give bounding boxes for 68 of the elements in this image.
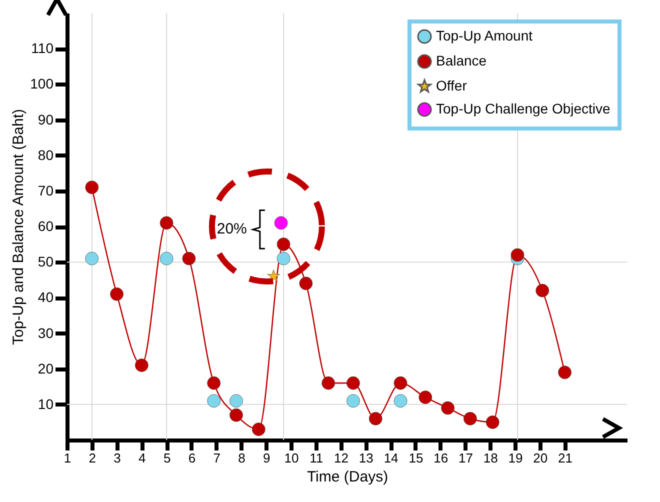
point: [182, 252, 196, 266]
point: [276, 252, 290, 266]
point: [207, 376, 221, 390]
point: [441, 401, 455, 415]
y-axis-title: Top-Up and Balance Amount (Baht): [10, 109, 28, 345]
x-tick-label: 18: [483, 450, 498, 466]
point: [110, 287, 124, 301]
point: [230, 408, 243, 422]
point: [322, 376, 336, 390]
point: [207, 394, 221, 408]
point: [394, 376, 408, 390]
point: [160, 216, 174, 230]
x-tick-label: 8: [238, 450, 246, 466]
point: [276, 238, 290, 251]
x-tick-label: 20: [533, 450, 548, 466]
x-tick-label: 7: [213, 450, 220, 466]
y-tick-label: 70: [38, 182, 54, 198]
y-tick-label: 30: [38, 324, 54, 341]
point: [558, 366, 572, 380]
point: [510, 248, 524, 262]
y-tick-label: 20: [38, 360, 54, 376]
x-tick-label: 4: [138, 450, 146, 466]
point: [274, 216, 288, 230]
legend-label: Offer: [436, 78, 468, 94]
point: [418, 390, 432, 404]
point: [85, 180, 99, 194]
point: [134, 358, 148, 372]
x-tick-label: 17: [458, 450, 473, 466]
x-tick-label: 12: [334, 450, 349, 466]
point: [368, 412, 382, 426]
point: [230, 394, 243, 408]
y-tick-label: 100: [30, 76, 54, 92]
x-axis-title: Time (Days): [306, 468, 388, 486]
x-tick-label: 10: [284, 450, 299, 466]
x-tick-label: 13: [358, 450, 374, 466]
x-tick-label: 1: [64, 450, 72, 466]
y-tick-label: 80: [38, 146, 54, 163]
point: [252, 422, 266, 436]
point: [463, 412, 477, 426]
y-tick-label: 110: [31, 40, 54, 56]
point: [346, 394, 360, 408]
point: [536, 284, 550, 298]
x-tick-label: 21: [558, 450, 573, 466]
x-tick-label: 11: [310, 450, 324, 466]
x-tick-label: 3: [114, 450, 121, 466]
point: [486, 416, 500, 429]
y-tick-label: 40: [38, 289, 54, 306]
x-tick-label: 19: [508, 450, 523, 466]
y-tick-label: 90: [38, 111, 54, 128]
x-tick-label: 14: [384, 450, 398, 466]
point: [346, 376, 360, 390]
x-tick-label: 2: [88, 450, 96, 466]
y-tick-label: 50: [38, 254, 54, 270]
point: [85, 252, 99, 266]
x-tick-label: 5: [163, 450, 171, 466]
legend-label: Top-Up Amount: [436, 28, 533, 44]
x-tick-label: 15: [408, 450, 424, 466]
point: [160, 252, 174, 266]
x-tick-label: 6: [188, 450, 196, 466]
x-tick-label: 9: [262, 450, 270, 466]
y-tick-label: 10: [38, 396, 54, 412]
legend-label: Top-Up Challenge Objective: [436, 100, 611, 116]
y-tick-label: 60: [38, 218, 54, 234]
point: [299, 276, 313, 290]
x-tick-label: 16: [434, 450, 448, 466]
point: [394, 394, 408, 408]
legend-label: Balance: [436, 52, 487, 68]
annotation: 20%: [216, 220, 247, 238]
